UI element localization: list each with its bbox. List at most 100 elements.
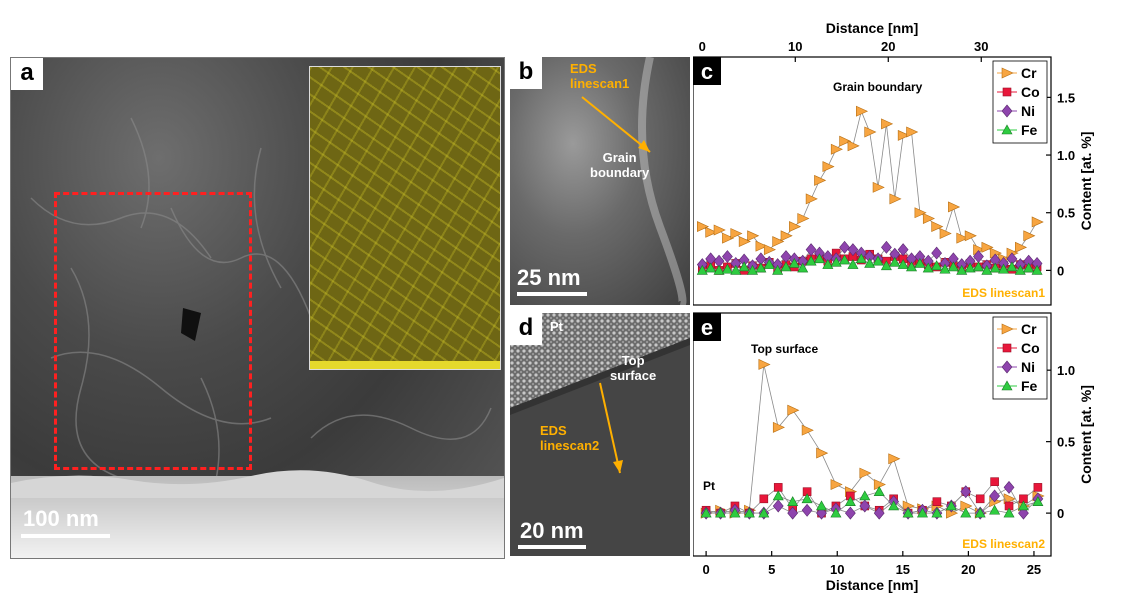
eds-linescan1-line1: EDS: [570, 61, 597, 76]
point-cr: [864, 126, 877, 138]
legend-label-fe: Fe: [1021, 122, 1038, 138]
point-fe: [872, 255, 884, 266]
y-tick-label-1: 0.5: [1057, 206, 1075, 221]
point-ni: [960, 485, 972, 499]
legend-marker-cr: [1001, 67, 1014, 79]
point-cr: [755, 240, 768, 252]
point-cr: [839, 135, 852, 147]
panel-tag: e: [693, 313, 721, 341]
eds-linescan2-label: EDS linescan2: [540, 423, 599, 453]
point-fe: [780, 261, 792, 272]
x-tick-label-1: 5: [768, 562, 775, 577]
point-fe: [906, 261, 918, 272]
point-fe: [743, 507, 755, 518]
point-fe: [864, 257, 876, 268]
point-ni: [772, 499, 784, 513]
point-cr: [956, 232, 969, 244]
point-fe: [931, 260, 943, 271]
point-co: [759, 494, 769, 504]
point-ni: [881, 240, 892, 254]
legend-label-ni: Ni: [1021, 103, 1035, 119]
x-tick-label-5: 25: [1027, 562, 1041, 577]
point-cr: [713, 224, 726, 236]
point-fe: [922, 262, 934, 273]
point-co: [975, 494, 985, 504]
point-cr: [822, 161, 835, 173]
eds-linescan1-line2: linescan1: [570, 76, 630, 91]
point-cr: [881, 118, 894, 130]
point-fe: [960, 507, 972, 518]
x-tick-label-0: 0: [699, 39, 706, 54]
point-ni: [1003, 480, 1015, 494]
chart-left-annotation: Pt: [703, 479, 715, 493]
point-cr: [738, 236, 751, 248]
panel-b-overlay: [581, 57, 687, 305]
point-cr: [1031, 216, 1044, 228]
top-surface-line2: surface: [610, 368, 657, 383]
y-tick-label-2: 1.0: [1057, 363, 1075, 378]
point-fe: [730, 264, 742, 275]
point-fe: [729, 507, 741, 518]
pt-image-label: Pt: [550, 319, 563, 334]
point-cr: [772, 421, 785, 433]
legend: Cr Co Ni Fe: [992, 60, 1048, 144]
x-axis-title: Distance [nm]: [826, 577, 919, 593]
point-fe: [1031, 264, 1043, 275]
point-co: [932, 497, 942, 506]
grain-boundary-line1: Grain: [602, 150, 637, 165]
point-fe: [763, 259, 775, 269]
y-axis-title: Content [at. %]: [1078, 132, 1094, 231]
point-cr: [964, 230, 977, 242]
point-ni: [722, 250, 733, 264]
point-cr: [1015, 241, 1028, 253]
panel-d-overlay: [510, 313, 690, 474]
point-ni: [801, 503, 813, 517]
roi-box: [54, 192, 252, 470]
point-fe: [989, 504, 1001, 515]
x-tick-label-3: 30: [974, 39, 988, 54]
point-fe: [758, 507, 770, 518]
top-surface-line1: Top: [621, 353, 645, 368]
point-fe: [1003, 507, 1015, 518]
point-cr: [816, 447, 829, 459]
point-cr: [859, 467, 872, 479]
scale-bar-d: [518, 545, 586, 549]
point-ni: [839, 240, 850, 254]
point-cr: [805, 193, 818, 205]
point-fe: [1023, 262, 1035, 273]
eds-linescan2-line2: linescan2: [540, 438, 600, 453]
point-ni: [931, 246, 943, 260]
point-fe: [989, 262, 1001, 273]
point-cr: [931, 221, 944, 233]
point-fe: [902, 507, 914, 518]
point-fe: [1014, 264, 1026, 275]
grain-boundary-image-label: Grain boundary: [590, 150, 649, 180]
top-surface-image-label: Top surface: [610, 353, 656, 383]
point-cr: [787, 404, 800, 416]
point-fe: [839, 254, 851, 265]
point-fe: [822, 259, 834, 269]
legend-marker-fe: [1001, 124, 1013, 135]
point-cr: [789, 221, 802, 233]
point-fe: [873, 486, 885, 496]
panel-a-texture: [11, 117, 504, 558]
point-fe: [889, 256, 901, 267]
eds-linescan2-line1: EDS: [540, 423, 567, 438]
scale-bar-label-a: 100 nm: [23, 506, 99, 531]
point-fe: [1006, 261, 1018, 272]
x-tick-label-2: 10: [830, 562, 844, 577]
point-cr: [747, 230, 760, 242]
eds-linescan1-label: EDS linescan1: [570, 61, 629, 91]
scale-bar-label-d: 20 nm: [520, 518, 584, 543]
x-tick-label-1: 10: [788, 39, 802, 54]
point-ni: [844, 506, 856, 520]
point-cr: [897, 129, 910, 141]
legend: Cr Co Ni Fe: [992, 316, 1048, 400]
point-fe: [705, 262, 717, 273]
panel-a-tem-image: a 100 nm: [10, 57, 505, 559]
point-fe: [1017, 500, 1029, 511]
point-fe: [947, 261, 959, 272]
legend-marker-co: [1002, 343, 1012, 353]
panel-tag-bg: [693, 57, 721, 85]
